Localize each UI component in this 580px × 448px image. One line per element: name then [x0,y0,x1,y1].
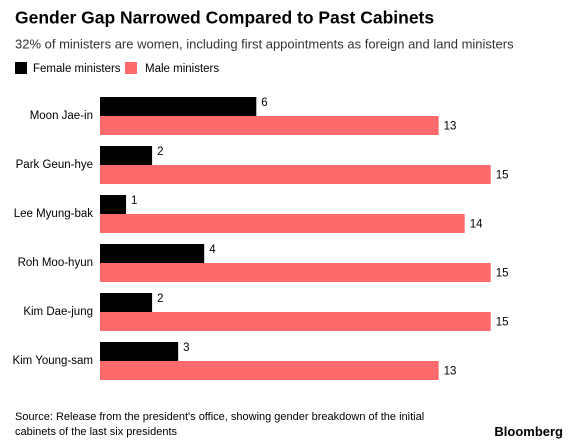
bar [100,361,439,380]
chart-title: Gender Gap Narrowed Compared to Past Cab… [15,8,434,28]
source-note: Source: Release from the president's off… [15,411,425,438]
legend-swatch [15,62,27,74]
bar [100,214,465,233]
category-label: Kim Young-sam [12,355,93,367]
bar [100,263,491,282]
value-label: 2 [157,146,163,158]
category-label: Kim Dae-jung [23,306,93,318]
category-label: Park Geun-hye [16,159,93,171]
bar [100,293,153,312]
category-label: Lee Myung-bak [14,208,94,220]
legend-label: Female ministers [33,63,121,75]
value-label: 2 [157,293,163,305]
bar [100,312,491,331]
legend-swatch [125,62,137,74]
brand: Bloomberg [494,424,563,439]
value-label: 6 [261,97,267,109]
value-label: 3 [183,342,189,354]
legend-label: Male ministers [145,63,219,75]
value-label: 13 [444,366,457,378]
value-label: 1 [131,195,137,207]
category-label: Roh Moo-hyun [18,257,93,269]
bar [100,146,153,165]
bar [100,195,127,214]
bar [100,116,439,135]
category-label: Moon Jae-in [30,110,93,122]
bar [100,244,205,263]
value-label: 14 [470,219,483,231]
value-label: 15 [496,170,509,182]
value-label: 4 [209,244,216,256]
bar [100,97,257,116]
bar [100,165,491,184]
value-label: 15 [496,268,509,280]
value-label: 15 [496,317,509,329]
chart-subtitle: 32% of ministers are women, including fi… [15,36,514,51]
value-label: 13 [444,121,457,133]
bar [100,342,179,361]
